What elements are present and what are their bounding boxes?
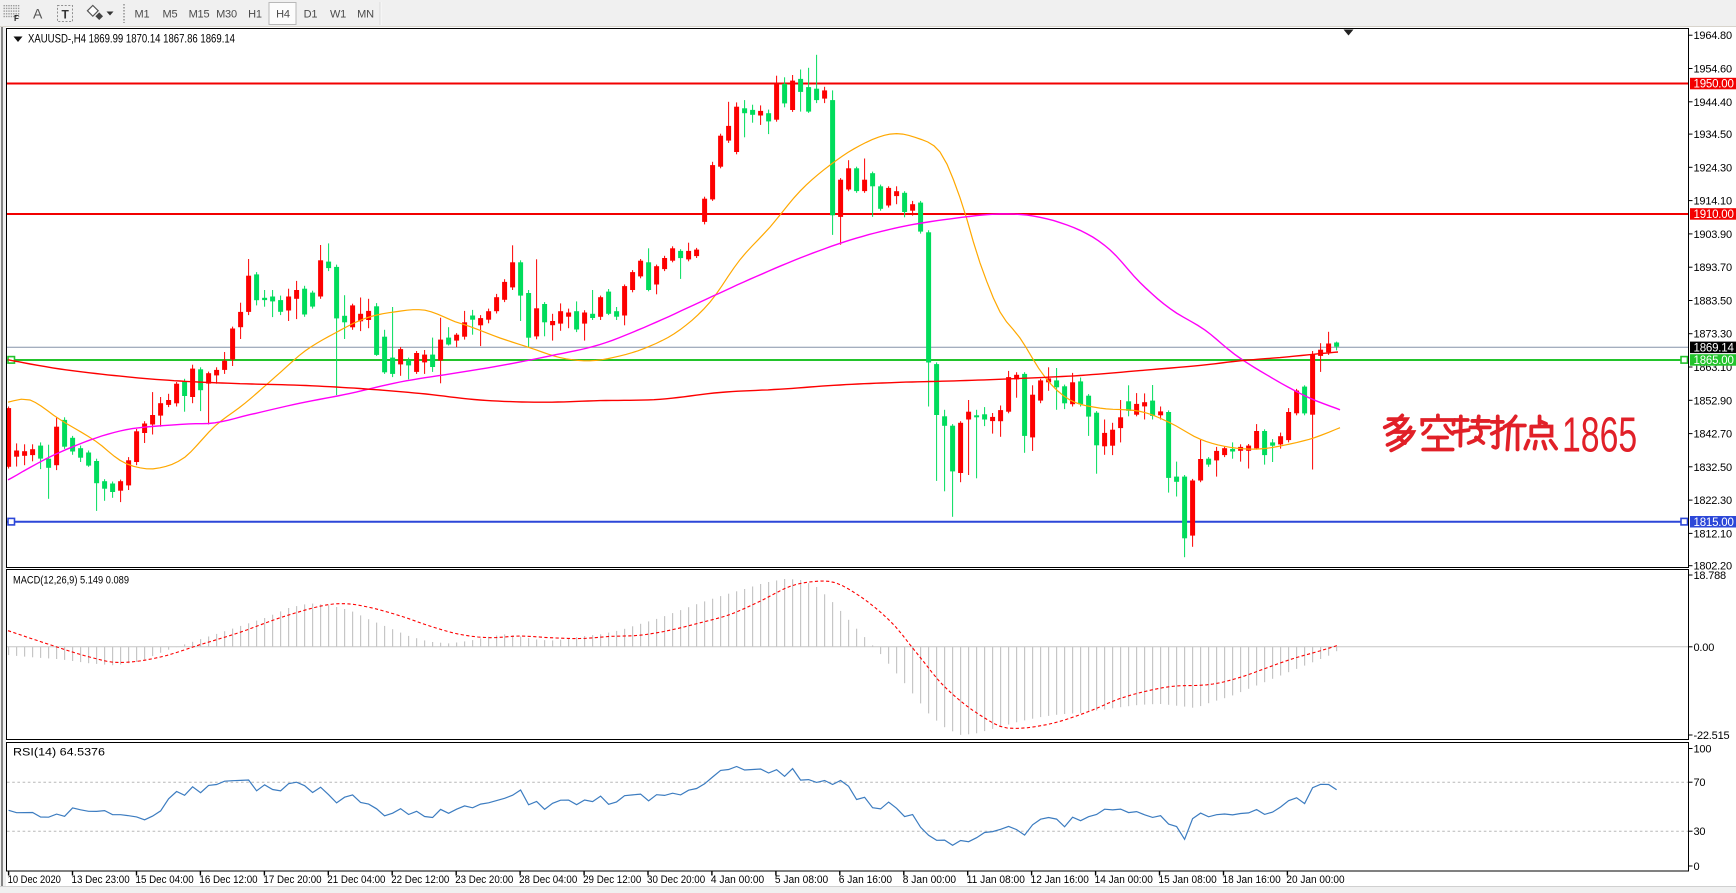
svg-text:1812.10: 1812.10 [1694,528,1732,540]
svg-text:15 Jan 08:00: 15 Jan 08:00 [1159,874,1217,886]
svg-text:21 Dec 04:00: 21 Dec 04:00 [327,874,385,886]
svg-text:14 Jan 00:00: 14 Jan 00:00 [1095,874,1153,886]
svg-text:0.00: 0.00 [1694,642,1715,654]
svg-text:16 Dec 12:00: 16 Dec 12:00 [199,874,257,886]
svg-text:A: A [33,6,43,22]
svg-text:1910.00: 1910.00 [1694,209,1734,221]
svg-text:1924.30: 1924.30 [1694,162,1732,174]
svg-text:1893.70: 1893.70 [1694,262,1732,274]
svg-text:1873.30: 1873.30 [1694,329,1732,341]
svg-text:1815.00: 1815.00 [1694,517,1734,529]
svg-text:100: 100 [1694,744,1712,756]
svg-text:-22.515: -22.515 [1694,730,1730,742]
svg-text:RSI(14) 64.5376: RSI(14) 64.5376 [13,747,105,759]
svg-text:1842.70: 1842.70 [1694,429,1732,441]
svg-text:1852.90: 1852.90 [1694,395,1732,407]
svg-text:30 Dec 20:00: 30 Dec 20:00 [647,874,705,886]
svg-text:1950.00: 1950.00 [1694,79,1734,91]
svg-text:1944.40: 1944.40 [1694,97,1732,109]
svg-text:M1: M1 [135,9,150,21]
svg-text:T: T [62,8,70,22]
svg-text:5 Jan 08:00: 5 Jan 08:00 [775,874,828,886]
svg-text:M30: M30 [216,9,237,21]
svg-text:XAUUSD-,H4 1869.99 1870.14 18: XAUUSD-,H4 1869.99 1870.14 1867.86 1869.… [28,34,235,46]
svg-text:1883.50: 1883.50 [1694,296,1732,308]
svg-text:H1: H1 [248,9,262,21]
svg-text:18.788: 18.788 [1694,570,1727,582]
svg-text:4 Jan 00:00: 4 Jan 00:00 [711,874,764,886]
svg-text:1934.50: 1934.50 [1694,129,1732,141]
svg-text:1822.30: 1822.30 [1694,495,1732,507]
svg-text:M5: M5 [163,9,178,21]
svg-text:8 Jan 00:00: 8 Jan 00:00 [903,874,956,886]
svg-text:29 Dec 12:00: 29 Dec 12:00 [583,874,641,886]
svg-text:H4: H4 [276,9,290,21]
svg-text:MACD(12,26,9) 5.149 0.089: MACD(12,26,9) 5.149 0.089 [13,575,129,587]
svg-text:15 Dec 04:00: 15 Dec 04:00 [136,874,194,886]
svg-text:23 Dec 20:00: 23 Dec 20:00 [455,874,513,886]
svg-text:1954.60: 1954.60 [1694,64,1732,76]
svg-text:1914.10: 1914.10 [1694,196,1732,208]
svg-text:1869.14: 1869.14 [1694,342,1735,354]
svg-text:D1: D1 [304,9,318,21]
svg-text:18 Jan 16:00: 18 Jan 16:00 [1223,874,1281,886]
svg-text:1802.20: 1802.20 [1694,561,1732,573]
svg-text:20 Jan 00:00: 20 Jan 00:00 [1286,874,1344,886]
svg-text:M15: M15 [189,9,210,21]
svg-text:1903.90: 1903.90 [1694,229,1732,241]
svg-text:17 Dec 20:00: 17 Dec 20:00 [263,874,321,886]
svg-text:F: F [14,14,19,23]
svg-text:6 Jan 16:00: 6 Jan 16:00 [839,874,892,886]
svg-text:11 Jan 08:00: 11 Jan 08:00 [967,874,1025,886]
svg-text:22 Dec 12:00: 22 Dec 12:00 [391,874,449,886]
svg-text:10 Dec 2020: 10 Dec 2020 [8,874,61,886]
svg-text:1964.80: 1964.80 [1694,30,1732,42]
svg-text:70: 70 [1694,777,1706,789]
svg-text:0: 0 [1694,861,1700,873]
svg-text:12 Jan 16:00: 12 Jan 16:00 [1031,874,1089,886]
svg-text:1865.00: 1865.00 [1694,355,1734,367]
svg-text:1865: 1865 [1562,407,1637,462]
svg-text:13 Dec 23:00: 13 Dec 23:00 [72,874,130,886]
svg-text:1832.50: 1832.50 [1694,462,1732,474]
svg-text:MN: MN [357,9,374,21]
svg-text:W1: W1 [330,9,346,21]
svg-text:28 Dec 04:00: 28 Dec 04:00 [519,874,577,886]
svg-text:30: 30 [1694,826,1706,838]
